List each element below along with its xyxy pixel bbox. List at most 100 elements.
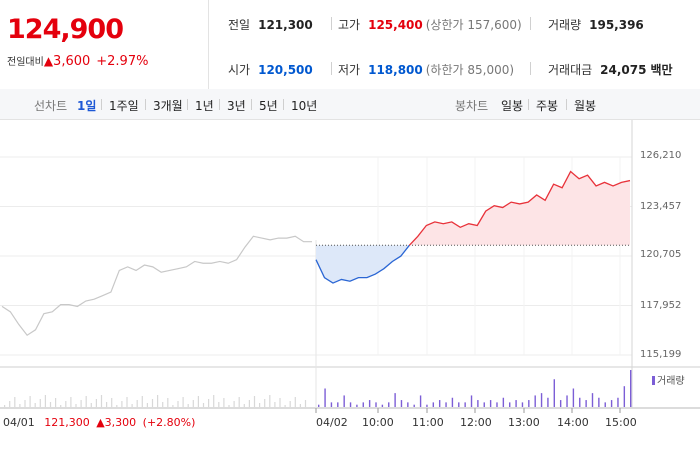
volume-bar-prev bbox=[39, 399, 41, 407]
divider bbox=[530, 62, 531, 75]
volume-bar-prev bbox=[238, 397, 240, 407]
prev-day-percent: (+2.80%) bbox=[142, 416, 196, 429]
price-chart[interactable] bbox=[0, 120, 700, 450]
volume-bar-prev bbox=[172, 405, 174, 407]
stat-label: 거래량 bbox=[548, 18, 582, 32]
divider bbox=[219, 99, 220, 110]
volume-bar bbox=[375, 402, 377, 407]
y-tick-label: 123,457 bbox=[640, 201, 682, 212]
volume-bar-prev bbox=[197, 396, 199, 407]
volume-bar-prev bbox=[65, 401, 67, 407]
candle-daily-tab[interactable]: 일봉 bbox=[501, 99, 524, 113]
volume-bar bbox=[400, 400, 403, 407]
volume-bar bbox=[515, 400, 517, 407]
volume-bar bbox=[521, 402, 524, 407]
volume-bar bbox=[451, 397, 454, 407]
volume-bar bbox=[426, 404, 428, 407]
up-triangle-icon: ▲ bbox=[43, 54, 54, 68]
quote-summary: 124,900 전일대비▲3,600 +2.97% 전일 121,300 고가 125… bbox=[0, 0, 700, 90]
x-tick-label: 13:00 bbox=[508, 416, 540, 429]
price-box: 124,900 전일대비▲3,600 +2.97% bbox=[0, 0, 209, 89]
stat-label: 전일 bbox=[228, 18, 251, 32]
volume-bar-prev bbox=[9, 401, 11, 407]
volume-bar-prev bbox=[19, 404, 21, 407]
y-tick-label: 126,210 bbox=[640, 150, 682, 161]
stat-value: 120,500 bbox=[258, 63, 313, 77]
candle-chart-label: 봉차트 bbox=[455, 99, 489, 113]
volume-bar bbox=[585, 400, 587, 407]
stat-label: 저가 bbox=[338, 63, 361, 77]
period-1d-tab[interactable]: 1일 bbox=[77, 99, 97, 113]
volume-bar-prev bbox=[228, 405, 230, 407]
volume-legend: 거래량 bbox=[652, 372, 685, 387]
volume-bar-prev bbox=[192, 400, 194, 407]
period-1y-tab[interactable]: 1년 bbox=[195, 99, 214, 113]
change-label: 전일대비 bbox=[7, 57, 44, 68]
volume-bar bbox=[413, 404, 415, 407]
stat-prev-close: 전일 121,300 bbox=[228, 16, 313, 33]
volume-bar bbox=[598, 397, 600, 407]
x-tick-marks bbox=[315, 408, 621, 413]
volume-bar bbox=[362, 402, 364, 407]
volume-bar bbox=[579, 397, 581, 407]
volume-bar bbox=[343, 395, 345, 407]
volume-bar-prev bbox=[106, 402, 108, 407]
volume-bar bbox=[623, 386, 626, 407]
candle-monthly-tab[interactable]: 월봉 bbox=[574, 99, 597, 113]
volume-bar bbox=[528, 400, 530, 407]
volume-bar bbox=[419, 395, 422, 407]
volume-bar bbox=[617, 397, 619, 407]
stat-high: 고가 125,400 (상한가 157,600) bbox=[338, 16, 522, 33]
period-5y-tab[interactable]: 5년 bbox=[259, 99, 278, 113]
volume-bar-prev bbox=[264, 399, 266, 407]
prev-day-line bbox=[1, 235, 312, 337]
line-chart-label: 선차트 bbox=[34, 99, 68, 113]
stat-label: 고가 bbox=[338, 18, 361, 32]
period-3y-tab[interactable]: 3년 bbox=[227, 99, 246, 113]
candle-weekly-tab[interactable]: 주봉 bbox=[536, 99, 559, 113]
volume-bar bbox=[432, 402, 435, 407]
divider bbox=[145, 99, 146, 110]
prev-day-date: 04/01 bbox=[3, 416, 35, 429]
prev-day-info: 04/01 121,300 ▲3,300 (+2.80%) bbox=[3, 416, 195, 429]
volume-bar-prev bbox=[70, 397, 72, 407]
x-tick-label: 14:00 bbox=[557, 416, 589, 429]
period-1w-tab[interactable]: 1주일 bbox=[109, 99, 139, 113]
volume-bar-prev bbox=[177, 401, 179, 407]
today-line-down bbox=[315, 244, 410, 284]
prev-day-close: 121,300 bbox=[44, 416, 90, 429]
volume-bar-prev bbox=[60, 405, 62, 407]
divider bbox=[251, 99, 252, 110]
today-line-up bbox=[408, 170, 631, 246]
volume-bar-prev bbox=[294, 397, 296, 407]
stat-value: 125,400 bbox=[368, 18, 423, 32]
volume-bar-prev bbox=[233, 401, 235, 407]
y-tick-label: 120,705 bbox=[640, 249, 682, 260]
volume-bar-prev bbox=[248, 400, 250, 407]
x-tick-label: 10:00 bbox=[362, 416, 394, 429]
volume-bar-prev bbox=[121, 401, 123, 407]
volume-bar bbox=[502, 397, 505, 407]
stat-label: 거래대금 bbox=[548, 63, 593, 77]
stat-value: 195,396 bbox=[589, 18, 644, 32]
current-price: 124,900 bbox=[7, 14, 124, 45]
x-tick-label: 15:00 bbox=[605, 416, 637, 429]
period-10y-tab[interactable]: 10년 bbox=[291, 99, 318, 113]
change-percent: +2.97% bbox=[96, 54, 149, 69]
volume-bar-prev bbox=[208, 399, 210, 407]
volume-bar-prev bbox=[289, 401, 291, 407]
volume-bar-prev bbox=[274, 402, 276, 407]
volume-bar bbox=[559, 400, 562, 407]
stat-low: 저가 118,800 (하한가 85,000) bbox=[338, 61, 514, 78]
divider bbox=[528, 99, 529, 110]
stat-sub: (하한가 85,000) bbox=[425, 63, 515, 77]
stat-turnover: 거래대금 24,075 백만 bbox=[548, 61, 673, 78]
volume-bar bbox=[509, 402, 511, 407]
volume-bar-prev bbox=[80, 400, 82, 407]
volume-bar-prev bbox=[162, 402, 164, 407]
volume-bar bbox=[464, 402, 466, 407]
period-3m-tab[interactable]: 3개월 bbox=[153, 99, 183, 113]
volume-bar bbox=[368, 400, 371, 407]
volume-bar bbox=[445, 402, 447, 407]
volume-bar-prev bbox=[85, 396, 87, 407]
